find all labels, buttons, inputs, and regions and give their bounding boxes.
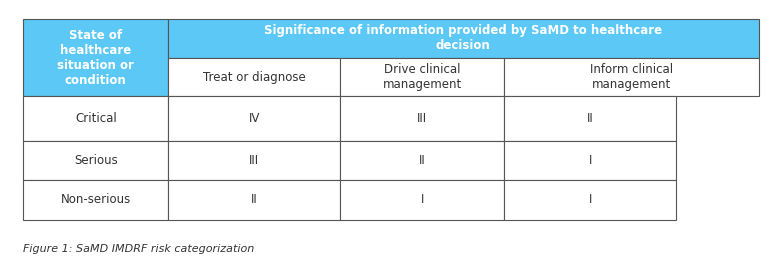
Bar [168,141,340,180]
Bar [168,19,759,58]
Text: Figure 1: SaMD IMDRF risk categorization: Figure 1: SaMD IMDRF risk categorization [23,244,255,254]
Text: I: I [589,193,592,206]
Bar [168,180,340,220]
Text: II: II [419,154,425,167]
Bar [504,141,676,180]
Bar [23,180,168,220]
Text: IV: IV [249,112,260,125]
Text: I: I [589,154,592,167]
Text: State of
healthcare
situation or
condition: State of healthcare situation or conditi… [57,29,135,87]
Text: Critical: Critical [75,112,117,125]
Text: Significance of information provided by SaMD to healthcare
decision: Significance of information provided by … [264,24,662,52]
Bar [23,96,168,141]
Bar [504,58,759,96]
Bar [340,180,504,220]
Text: Inform clinical
management: Inform clinical management [590,63,673,91]
Bar [340,96,504,141]
Text: III: III [249,154,259,167]
Text: Non-serious: Non-serious [61,193,131,206]
Text: II: II [587,112,594,125]
Bar [504,180,676,220]
Text: Treat or diagnose: Treat or diagnose [203,70,306,84]
Bar [168,58,340,96]
Text: II: II [251,193,257,206]
Bar [23,141,168,180]
Bar [504,96,676,141]
Text: Drive clinical
management: Drive clinical management [382,63,462,91]
Bar [23,19,168,96]
Text: Serious: Serious [74,154,117,167]
Bar [340,58,504,96]
Bar [340,141,504,180]
Text: I: I [421,193,424,206]
Bar [168,96,340,141]
Text: III: III [418,112,427,125]
